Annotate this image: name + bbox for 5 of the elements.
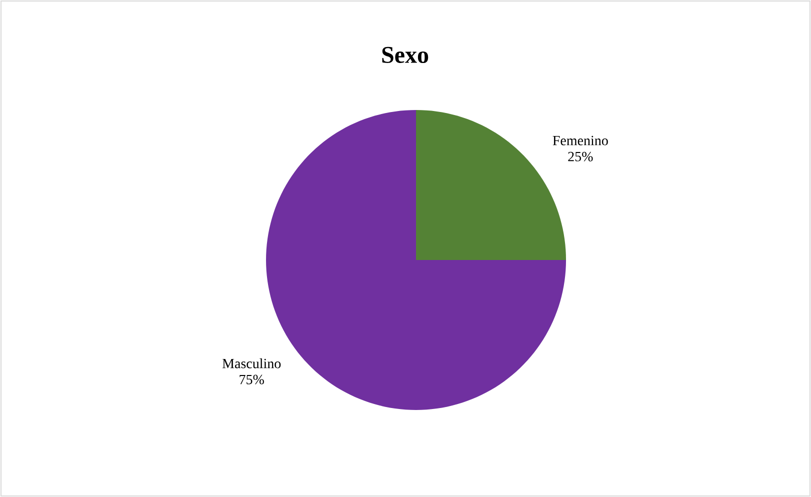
data-label: 25% [568,152,593,162]
slice-label: Masculino [222,358,281,368]
data-label: 75% [240,374,264,384]
slice-label: Femenino [552,136,608,146]
chart-title: Sexo [382,46,428,64]
